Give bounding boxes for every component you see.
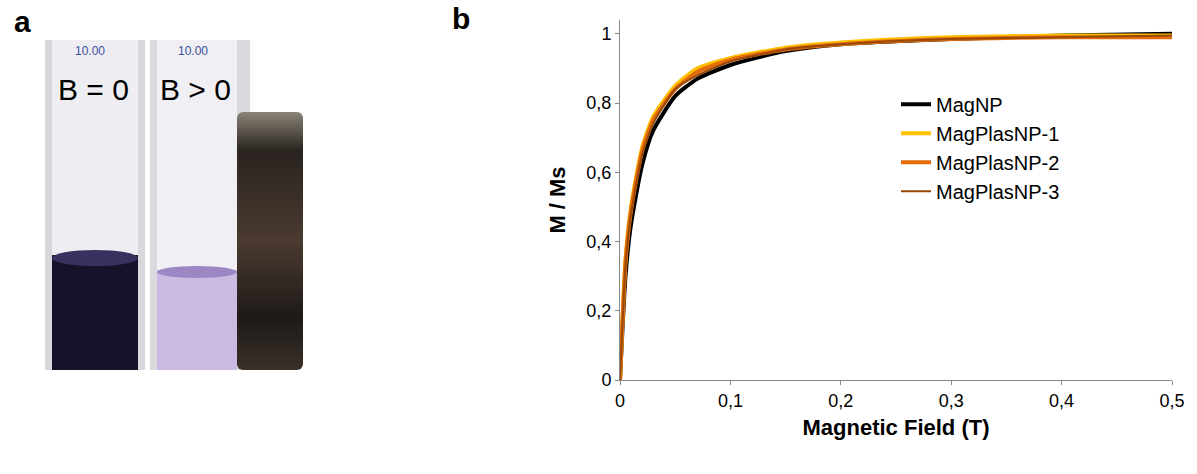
svg-text:10.00: 10.00 <box>75 44 105 58</box>
svg-text:MagPlasNP-1: MagPlasNP-1 <box>936 123 1059 145</box>
svg-text:0,3: 0,3 <box>939 391 964 411</box>
svg-text:MagPlasNP-2: MagPlasNP-2 <box>936 152 1059 174</box>
svg-text:0,2: 0,2 <box>828 391 853 411</box>
svg-text:0,5: 0,5 <box>1159 391 1184 411</box>
svg-text:0,1: 0,1 <box>718 391 743 411</box>
svg-text:a: a <box>14 5 31 38</box>
svg-text:0,4: 0,4 <box>586 232 611 252</box>
svg-text:B = 0: B = 0 <box>58 73 129 106</box>
svg-text:M / Ms: M / Ms <box>545 166 570 233</box>
svg-text:Magnetic Field (T): Magnetic Field (T) <box>803 415 990 440</box>
svg-text:0,4: 0,4 <box>1049 391 1074 411</box>
svg-text:MagNP: MagNP <box>936 94 1003 116</box>
svg-text:1: 1 <box>601 24 611 44</box>
svg-text:MagPlasNP-3: MagPlasNP-3 <box>936 181 1059 203</box>
svg-text:B > 0: B > 0 <box>160 73 231 106</box>
svg-text:0,2: 0,2 <box>586 301 611 321</box>
svg-text:0,8: 0,8 <box>586 93 611 113</box>
svg-text:0,6: 0,6 <box>586 163 611 183</box>
html-text:b: b <box>452 2 471 35</box>
svg-text:10.00: 10.00 <box>178 44 208 58</box>
svg-text:0: 0 <box>615 391 625 411</box>
svg-text:0: 0 <box>601 370 611 390</box>
